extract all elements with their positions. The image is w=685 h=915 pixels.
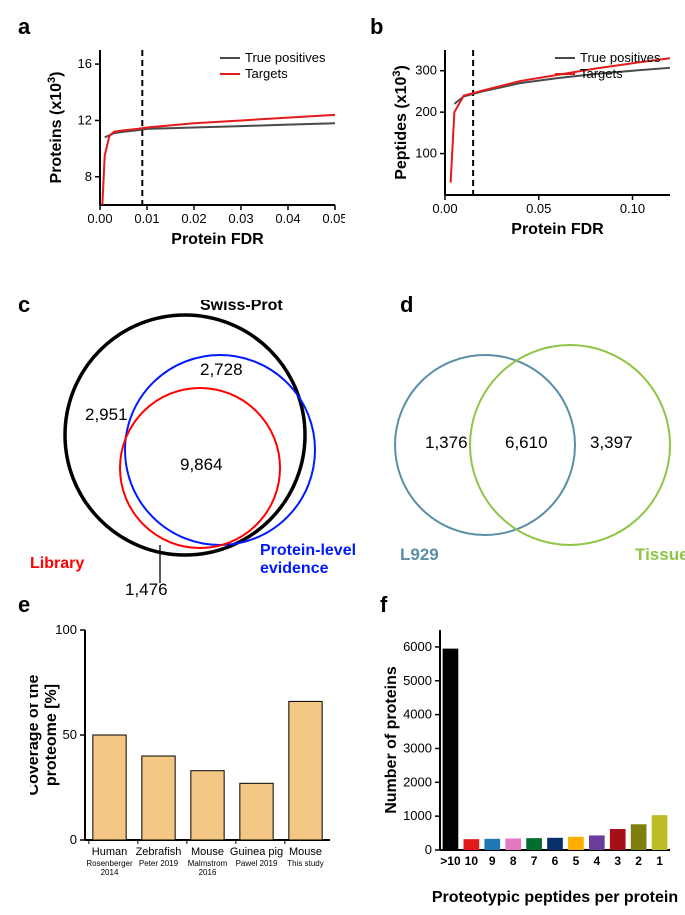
svg-text:Proteotypic peptides per prote: Proteotypic peptides per protein [432,889,678,906]
svg-text:3,397: 3,397 [590,433,633,452]
svg-text:Targets: Targets [245,66,288,81]
svg-text:6: 6 [552,854,559,868]
svg-text:1000: 1000 [403,808,432,823]
svg-text:8: 8 [85,169,92,184]
svg-text:Mouse: Mouse [289,846,322,858]
svg-text:Library: Library [30,555,84,572]
svg-text:0.10: 0.10 [620,201,645,216]
svg-text:16: 16 [78,56,92,71]
svg-text:2,728: 2,728 [200,360,243,379]
svg-text:4000: 4000 [403,707,432,722]
svg-text:200: 200 [415,104,437,119]
svg-text:2,951: 2,951 [85,405,128,424]
svg-text:>10: >10 [440,854,461,868]
svg-text:0.00: 0.00 [432,201,457,216]
svg-text:0.01: 0.01 [134,211,159,226]
svg-text:0.05: 0.05 [322,211,345,226]
svg-text:0.04: 0.04 [275,211,300,226]
svg-text:Human: Human [92,846,127,858]
svg-text:0.00: 0.00 [87,211,112,226]
svg-text:L929: L929 [400,545,439,564]
panel-label-b: b [370,14,383,40]
svg-text:Guinea pig: Guinea pig [230,846,283,858]
svg-text:3: 3 [614,854,621,868]
svg-text:This study: This study [287,859,323,868]
chart-b: 0.00 0.05 0.10 100 200 300 Protein FDR Peptides… [390,40,680,240]
svg-text:100: 100 [55,622,77,637]
svg-text:6,610: 6,610 [505,433,548,452]
svg-text:5: 5 [573,854,580,868]
svg-text:Protein-levelevidence: Protein-levelevidence [260,542,356,577]
svg-text:Coverage of theproteome [%]: Coverage of theproteome [%] [30,674,60,795]
svg-text:300: 300 [415,63,437,78]
svg-text:Protein FDR: Protein FDR [171,231,264,248]
svg-text:9,864: 9,864 [180,455,223,474]
svg-text:0: 0 [425,842,432,857]
chart-a: 0.00 0.01 0.02 0.03 0.04 0.05 8 12 16 Protein FDR… [45,40,345,250]
panel-label-e: e [18,592,30,618]
venn-d: L929 Tissue 1,376 6,610 3,397 [380,330,685,580]
svg-text:Swiss-Prot: Swiss-Prot [200,300,283,314]
svg-text:0: 0 [70,832,77,847]
svg-text:Peter 2019: Peter 2019 [139,859,179,868]
svg-text:9: 9 [489,854,496,868]
svg-text:Rosenberger2014: Rosenberger2014 [86,859,133,877]
svg-text:Number of proteins: Number of proteins [383,666,400,814]
panel-label-a: a [18,14,30,40]
svg-text:2: 2 [635,854,642,868]
svg-text:2000: 2000 [403,774,432,789]
svg-text:Tissue: Tissue [635,545,685,564]
svg-text:3000: 3000 [403,740,432,755]
svg-text:100: 100 [415,146,437,161]
svg-text:50: 50 [63,727,77,742]
svg-text:Zebrafish: Zebrafish [136,846,182,858]
svg-text:12: 12 [78,112,92,127]
chart-e: 0 50 100 HumanRosenberger2014ZebrafishPeter… [30,620,340,910]
svg-text:8: 8 [510,854,517,868]
svg-text:Mouse: Mouse [191,846,224,858]
svg-text:Targets: Targets [580,66,623,81]
panel-label-f: f [380,592,387,618]
panel-label-d: d [400,292,413,318]
svg-text:4: 4 [593,854,600,868]
chart-f: 0 1000 2000 3000 4000 5000 6000 >10 10 987654321 N… [380,620,680,910]
svg-text:10: 10 [465,854,479,868]
svg-text:True positives: True positives [580,50,661,65]
svg-text:Peptides (x103): Peptides (x103) [391,65,410,180]
svg-text:True positives: True positives [245,50,326,65]
svg-text:7: 7 [531,854,538,868]
svg-text:1,376: 1,376 [425,433,468,452]
svg-text:Malmstrom2016: Malmstrom2016 [188,859,228,877]
svg-text:Protein FDR: Protein FDR [511,221,604,238]
svg-text:1: 1 [656,854,663,868]
svg-text:1,476: 1,476 [125,580,168,599]
svg-text:5000: 5000 [403,673,432,688]
venn-c: Swiss-Prot Library Protein-levelevidence 2,… [30,300,370,610]
svg-text:Pawel 2019: Pawel 2019 [236,859,278,868]
svg-text:Proteins (x103): Proteins (x103) [46,72,65,184]
svg-text:0.02: 0.02 [181,211,206,226]
panel-label-c: c [18,292,30,318]
svg-text:6000: 6000 [403,639,432,654]
svg-text:0.03: 0.03 [228,211,253,226]
svg-text:0.05: 0.05 [526,201,551,216]
